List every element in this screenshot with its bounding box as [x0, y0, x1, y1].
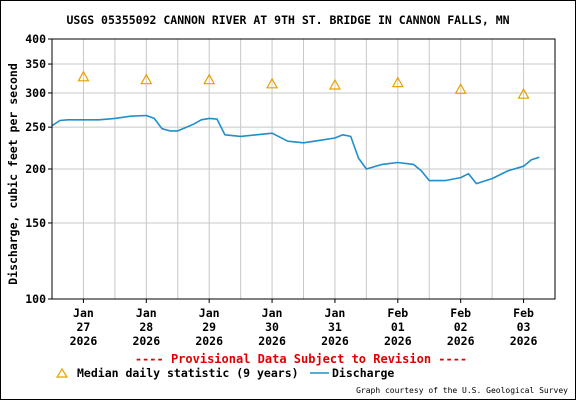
median-marker [391, 76, 404, 88]
x-tick-label: Feb [513, 306, 534, 320]
y-tick-label: 150 [25, 216, 46, 230]
x-tick-label: Feb [450, 306, 471, 320]
x-tick-label: Jan [325, 306, 346, 320]
x-tick-label: 2026 [70, 334, 98, 348]
x-tick-label: 28 [139, 320, 153, 334]
median-marker [454, 83, 467, 94]
y-tick-label: 400 [25, 32, 46, 46]
x-tick-label: 2026 [258, 334, 286, 348]
y-tick-label: 200 [25, 162, 46, 176]
median-marker [140, 73, 153, 85]
x-tick-label: 27 [77, 320, 91, 334]
legend-median-marker [55, 367, 69, 378]
y-tick-label: 350 [25, 57, 46, 71]
y-tick-label: 100 [25, 292, 46, 306]
x-tick-label: Jan [199, 306, 220, 320]
x-tick-label: 2026 [510, 334, 538, 348]
x-tick-label: 03 [517, 320, 531, 334]
x-tick-label: 02 [454, 320, 468, 334]
x-tick-label: Feb [387, 306, 408, 320]
x-tick-label: 2026 [132, 334, 160, 348]
provisional-notice: ---- Provisional Data Subject to Revisio… [135, 352, 467, 366]
plot-frame [51, 38, 556, 300]
x-tick-label: 2026 [321, 334, 349, 348]
courtesy-note: Graph courtesy of the U.S. Geological Su… [356, 386, 568, 395]
legend: Median daily statistic (9 years) Dischar… [55, 366, 394, 380]
x-tick-label: 2026 [447, 334, 475, 348]
x-tick-label: 29 [202, 320, 216, 334]
x-tick-label: 01 [391, 320, 405, 334]
x-tick-label: Jan [136, 306, 157, 320]
y-tick-label: 300 [25, 86, 46, 100]
x-tick-label: Jan [262, 306, 283, 320]
chart-title: USGS 05355092 CANNON RIVER AT 9TH ST. BR… [66, 13, 509, 27]
median-marker [266, 77, 279, 89]
x-tick-label: 31 [328, 320, 342, 334]
legend-median-label: Median daily statistic (9 years) [77, 366, 299, 380]
x-tick-label: 2026 [195, 334, 223, 348]
y-tick-label: 250 [25, 120, 46, 134]
x-tick-label: 2026 [384, 334, 412, 348]
x-tick-label: Jan [73, 306, 94, 320]
median-marker [328, 78, 341, 90]
median-marker [203, 73, 216, 85]
discharge-series-line [51, 114, 540, 185]
y-axis-label: Discharge, cubic feet per second [6, 63, 20, 285]
x-tick-label: 30 [265, 320, 279, 334]
legend-discharge-label: Discharge [332, 366, 394, 380]
median-marker [77, 70, 90, 82]
median-marker [517, 87, 530, 99]
plot-area: 100150200250300350400Jan272026Jan282026J… [25, 32, 556, 348]
